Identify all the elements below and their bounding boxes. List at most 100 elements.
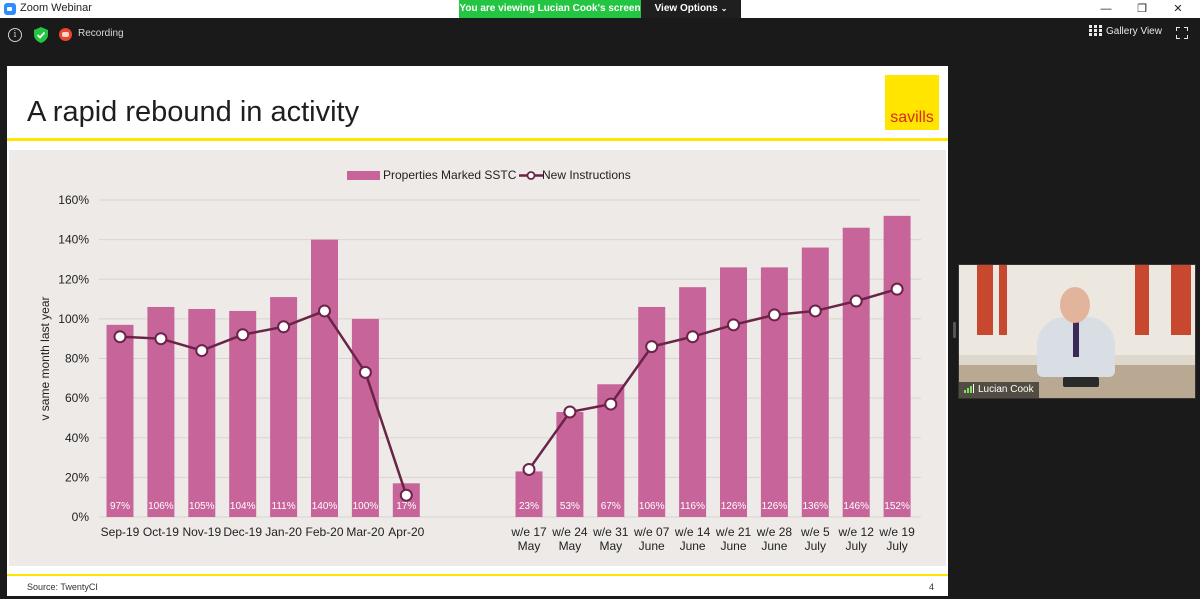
line-point	[849, 294, 863, 308]
bar-data-label: 67%	[601, 501, 621, 512]
x-tick-label: Apr-20	[388, 525, 424, 539]
restore-button[interactable]: ❐	[1137, 3, 1147, 15]
line-point	[154, 332, 168, 346]
line-point	[645, 340, 659, 354]
line-point	[767, 308, 781, 322]
chart-bar	[351, 318, 379, 517]
minimize-button[interactable]: —	[1100, 3, 1112, 15]
y-tick-label: 120%	[58, 272, 89, 286]
line-point	[686, 330, 700, 344]
chart-bar	[556, 411, 584, 517]
x-tick-label: June	[761, 539, 787, 553]
close-button[interactable]: ✕	[1173, 3, 1183, 15]
chart-bar	[229, 310, 257, 517]
signal-strength-icon	[964, 384, 974, 393]
chart-bar	[883, 215, 911, 517]
chart-bar	[638, 306, 666, 517]
participant-video-tile[interactable]: Lucian Cook	[958, 264, 1196, 399]
bar-data-label: 140%	[312, 501, 338, 512]
chart-bar	[311, 239, 338, 517]
savills-logo-text: savills	[890, 109, 934, 126]
recording-label: Recording	[78, 28, 124, 39]
line-point	[358, 365, 372, 379]
y-tick-label: 0%	[72, 510, 90, 524]
y-tick-label: 20%	[65, 470, 89, 484]
line-point	[522, 462, 536, 476]
line-point	[318, 304, 331, 318]
y-tick-label: 40%	[65, 431, 89, 445]
view-options-button[interactable]: View Options ⌄	[641, 0, 741, 18]
gallery-view-label: Gallery View	[1106, 26, 1162, 37]
y-tick-label: 100%	[58, 312, 89, 326]
gallery-view-button[interactable]: Gallery View	[1089, 25, 1162, 41]
chart-bar	[270, 297, 298, 517]
x-tick-label: w/e 28	[756, 525, 793, 539]
legend-label: Properties Marked SSTC	[383, 168, 517, 182]
line-series	[119, 309, 408, 496]
slide-page-number: 4	[929, 582, 935, 592]
bar-data-label: 100%	[353, 501, 379, 512]
participant-name-tag: Lucian Cook	[959, 382, 1039, 398]
chevron-down-icon: ⌄	[720, 4, 728, 13]
footer-divider	[7, 574, 948, 576]
bar-data-label: 23%	[519, 501, 539, 512]
x-tick-label: Oct-19	[143, 525, 179, 539]
bar-data-label: 111%	[272, 501, 296, 512]
x-tick-label: Sep-19	[101, 525, 140, 539]
bar-data-label: 136%	[803, 501, 829, 512]
bar-data-label: 116%	[680, 501, 705, 512]
x-tick-label: May	[518, 539, 541, 553]
line-point	[890, 282, 904, 296]
window-title-bar: Zoom Webinar You are viewing Lucian Cook…	[0, 0, 1200, 18]
bar-data-label: 126%	[762, 501, 788, 512]
shared-screen-slide: A rapid rebound in activity savills 0% 20…	[7, 66, 948, 596]
chart-bar	[679, 287, 707, 517]
view-options-label: View Options	[654, 3, 718, 14]
participant-name: Lucian Cook	[978, 384, 1034, 395]
slide-title: A rapid rebound in activity	[27, 96, 360, 128]
line-series	[527, 287, 898, 471]
bar-data-label: 106%	[639, 501, 665, 512]
line-point	[399, 488, 413, 502]
bar-data-label: 106%	[148, 501, 174, 512]
x-tick-label: w/e 24	[551, 525, 588, 539]
panel-resize-handle[interactable]	[953, 322, 956, 338]
legend-label: New Instructions	[542, 168, 631, 182]
x-tick-label: w/e 07	[633, 525, 670, 539]
title-divider	[7, 138, 948, 141]
video-curtain	[1171, 265, 1191, 335]
x-tick-label: July	[886, 539, 907, 553]
video-curtain	[1135, 265, 1149, 335]
y-axis-label: v same month last year	[38, 296, 52, 420]
info-icon[interactable]: i	[8, 28, 22, 42]
chart-bar	[188, 308, 216, 517]
x-tick-label: July	[805, 539, 826, 553]
x-tick-label: w/e 17	[510, 525, 547, 539]
chart-bar	[801, 247, 829, 518]
y-tick-label: 80%	[65, 352, 89, 366]
shield-check-icon[interactable]	[34, 27, 48, 43]
video-person-tie	[1073, 321, 1079, 357]
x-tick-label: Nov-19	[182, 525, 221, 539]
chart-bar	[106, 324, 134, 517]
x-tick-label: June	[639, 539, 665, 553]
bar-data-label: 17%	[396, 501, 416, 512]
y-tick-label: 60%	[65, 391, 89, 405]
x-tick-label: w/e 14	[674, 525, 711, 539]
video-curtain	[977, 265, 993, 335]
line-point	[563, 405, 577, 419]
savills-logo: savills	[885, 75, 939, 130]
fullscreen-icon[interactable]	[1176, 27, 1188, 39]
line-point	[604, 397, 618, 411]
source-note: Source: TwentyCI	[27, 582, 98, 592]
bar-data-label: 104%	[230, 501, 256, 512]
x-tick-label: w/e 5	[800, 525, 830, 539]
line-point	[195, 344, 209, 358]
chart-bar	[720, 267, 747, 517]
x-tick-label: May	[599, 539, 622, 553]
gallery-grid-icon	[1089, 25, 1102, 36]
chart-bar	[515, 471, 543, 517]
x-tick-label: w/e 12	[838, 525, 875, 539]
x-tick-label: Feb-20	[305, 525, 343, 539]
video-person-head	[1060, 287, 1090, 323]
